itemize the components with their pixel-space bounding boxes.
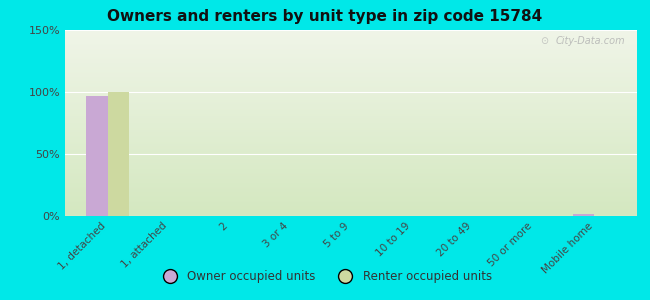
Text: City-Data.com: City-Data.com: [556, 36, 625, 46]
Bar: [86, 96, 108, 216]
Text: Owners and renters by unit type in zip code 15784: Owners and renters by unit type in zip c…: [107, 9, 543, 24]
Bar: [573, 214, 594, 216]
Bar: [108, 92, 129, 216]
Legend: Owner occupied units, Renter occupied units: Owner occupied units, Renter occupied un…: [153, 266, 497, 288]
Text: ⊙: ⊙: [540, 36, 549, 46]
